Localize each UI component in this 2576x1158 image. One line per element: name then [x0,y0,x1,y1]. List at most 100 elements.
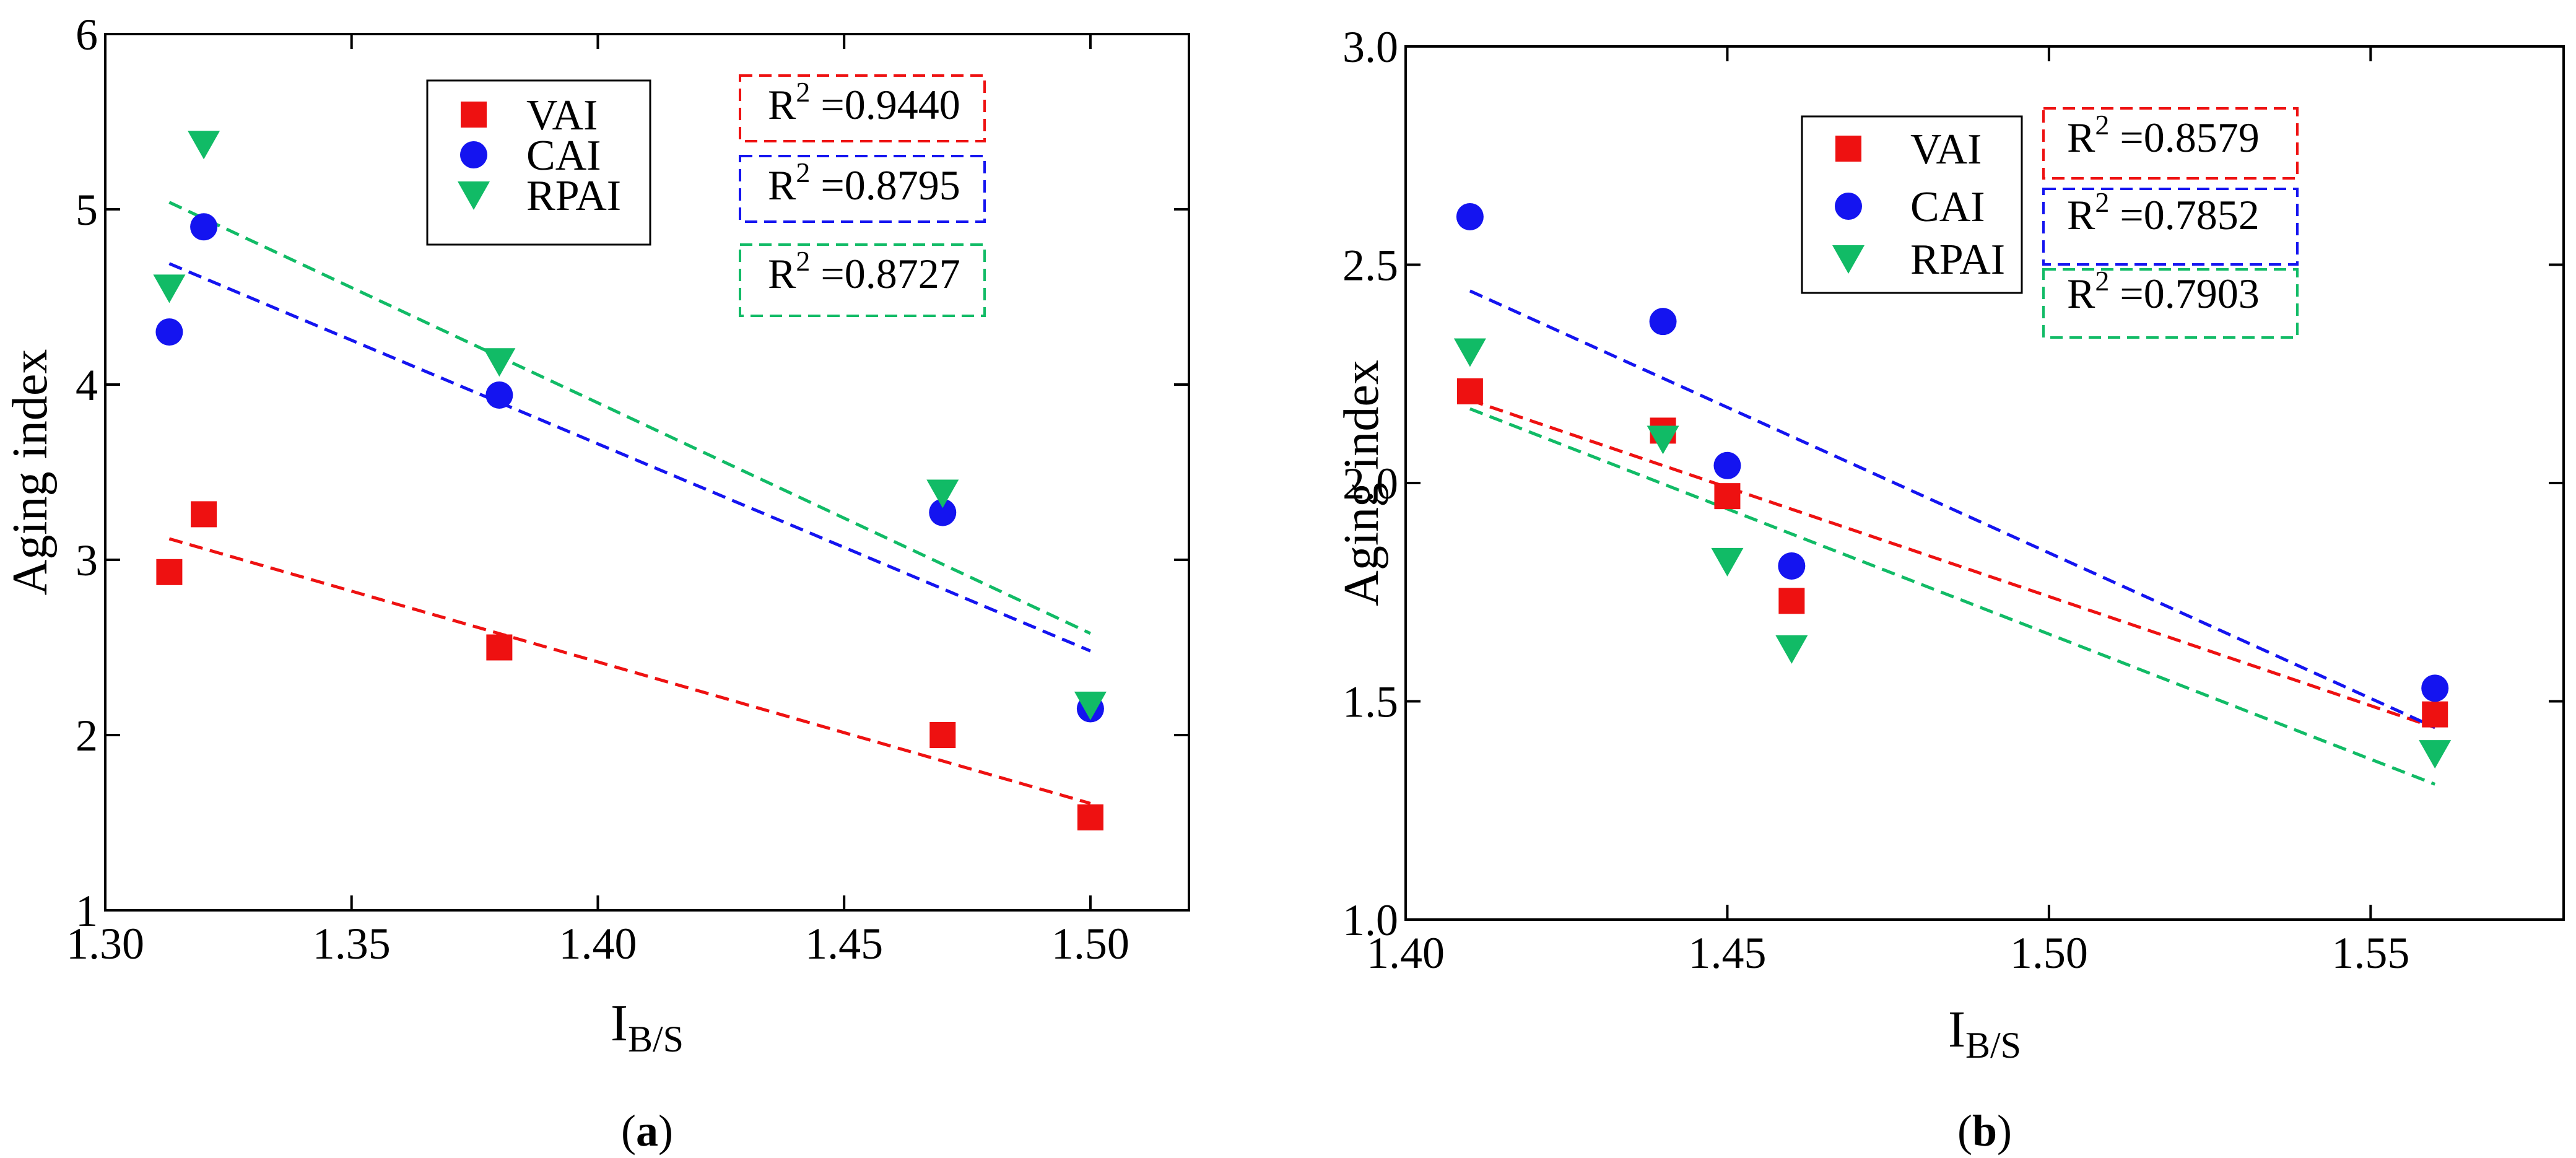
r2-label-vai: R2 =0.8579 [2067,109,2260,161]
data-point-cai [1649,308,1677,336]
data-point-vai [486,634,513,661]
y-tick-label: 2.0 [1342,459,1398,508]
chart-panel-a: 1.30 1.35 1.40 1.45 1.50 1 2 3 4 5 6 Aging index IB/… [3,10,1190,1156]
r2-value: =0.7852 [2109,191,2259,238]
legend-marker-rpai [458,181,490,210]
legend-marker-rpai [1832,245,1865,274]
data-point-rpai [1775,635,1808,664]
data-point-rpai [188,131,220,160]
caption-paren: ( [1957,1106,1972,1156]
r2-label-cai: R2 =0.7852 [2067,186,2260,238]
x-tick-label: 1.50 [1051,919,1129,969]
r2-label-rpai: R2 =0.7903 [2067,265,2260,317]
data-point-rpai [483,348,516,377]
r2-superscript: 2 [796,157,810,188]
r2-symbol: R [2067,114,2095,161]
r2-label-cai: R2 =0.8795 [768,157,960,209]
legend-label-vai: VAI [526,92,598,139]
caption-paren: ( [621,1106,636,1156]
r2-superscript: 2 [2095,265,2109,297]
data-point-vai [2422,701,2448,728]
data-point-rpai [153,274,186,303]
r2-symbol: R [768,81,796,128]
legend-label-cai: CAI [526,132,601,180]
data-point-rpai [1647,425,1679,455]
data-point-cai [1456,202,1484,230]
r2-symbol: R [768,162,796,209]
r2-superscript: 2 [796,76,810,108]
data-point-vai [156,559,183,585]
r2-value: =0.8579 [2109,114,2259,161]
legend-label-cai: CAI [1910,183,1985,231]
panel-caption: (a) [621,1106,673,1156]
legend-label-vai: VAI [1910,126,1982,173]
y-axis-label: Aging index [1334,360,1389,606]
x-tick-label: 1.30 [66,919,144,969]
panel-caption: (b) [1957,1106,2012,1156]
data-point-vai [929,722,956,748]
data-point-vai [1456,378,1483,404]
data-point-cai [929,498,957,526]
y-tick-label: 5 [76,185,98,235]
r2-symbol: R [2067,270,2095,317]
legend-label-rpai: RPAI [1910,236,2005,284]
x-tick-label: 1.45 [1688,928,1766,978]
y-tick-label: 2.5 [1342,241,1398,290]
r2-superscript: 2 [2095,109,2109,141]
r2-value: =0.8727 [810,250,960,297]
chart-panel-b: 1.40 1.45 1.50 1.55 1.0 1.5 2.0 2.5 3.0 Aging ind… [1334,22,2565,1156]
r2-value: =0.8795 [810,162,960,209]
y-tick-label: 3.0 [1342,22,1398,72]
x-axis-label: IB/S [1948,1001,2021,1066]
data-point-vai [191,501,217,528]
plot-frame [104,33,1190,912]
x-tick-label: 1.40 [559,919,637,969]
data-point-rpai [926,479,959,508]
r2-value: =0.7903 [2109,270,2259,317]
fit-line-vai [1469,398,2436,729]
x-tick-label: 1.45 [805,919,883,969]
r2-superscript: 2 [796,245,810,277]
y-tick-label: 6 [76,10,98,59]
legend-marker-vai [1835,136,1861,162]
y-tick-label: 1 [76,886,98,936]
r2-box-cai [2042,188,2299,266]
data-point-vai [1778,588,1805,614]
r2-box-rpai [739,243,986,317]
caption-letter: a [636,1106,658,1156]
r2-label-vai: R2 =0.9440 [768,76,960,128]
y-tick-label: 3 [76,536,98,585]
fit-line-cai [1469,289,2436,729]
y-tick-label: 1.0 [1342,895,1398,945]
caption-letter: b [1972,1106,1997,1156]
data-point-cai [1713,451,1741,479]
y-tick-label: 1.5 [1342,677,1398,727]
data-point-cai [190,213,218,241]
data-point-cai [485,381,513,409]
r2-superscript: 2 [2095,186,2109,218]
data-point-cai [2421,674,2449,702]
x-axis-label-main: I [1948,1001,1965,1058]
r2-box-vai [739,74,986,142]
legend-marker-cai [460,141,487,168]
r2-value: =0.9440 [810,81,960,128]
data-point-cai [1778,552,1806,580]
r2-box-rpai [2042,268,2299,339]
x-axis-label-main: I [611,995,628,1052]
data-point-vai [1714,483,1741,510]
data-point-cai [155,318,183,346]
r2-box-vai [2042,107,2299,180]
x-tick-label: 1.35 [313,919,391,969]
fit-line-cai [168,262,1091,653]
data-point-rpai [1074,691,1107,720]
data-point-vai [1077,804,1103,831]
r2-label-rpai: R2 =0.8727 [768,245,960,297]
fit-line-rpai [168,201,1091,635]
data-point-rpai [1711,547,1744,577]
legend-label-rpai: RPAI [526,172,621,220]
fit-line-rpai [1469,407,2436,786]
x-tick-label: 1.50 [2010,928,2088,978]
x-tick-label: 1.55 [2331,928,2409,978]
x-axis-label: IB/S [611,995,684,1060]
